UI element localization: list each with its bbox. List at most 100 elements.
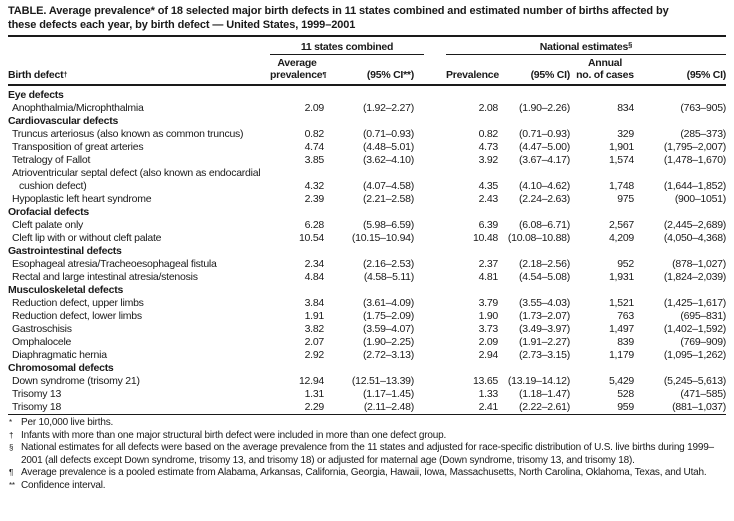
cell-birth-defect: Trisomy 13 bbox=[12, 388, 62, 400]
cell-nat-prevalence: 4.73 bbox=[478, 141, 499, 153]
table-row: Omphalocele 2.07 (1.90–2.25) 2.09 (1.91–2.27… bbox=[8, 336, 726, 349]
cell-nat-prevalence: 1.90 bbox=[478, 310, 499, 322]
cell-nat-prevalence: 3.73 bbox=[478, 323, 499, 335]
footnote: § National estimates for all defects wer… bbox=[8, 442, 726, 467]
cell-annual-ci: (878–1,027) bbox=[672, 258, 727, 270]
cell-avg-ci: (4.07–4.58) bbox=[363, 180, 414, 192]
cell-birth-defect: Cleft palate only bbox=[12, 219, 84, 231]
table-row: Diaphragmatic hernia 2.92 (2.72–3.13) 2.94 (… bbox=[8, 349, 726, 362]
title-line-2: these defects each year, by birth defect… bbox=[8, 18, 356, 31]
cell-nat-ci: (0.71–0.93) bbox=[519, 128, 570, 140]
section-row: Eye defects bbox=[8, 85, 726, 102]
cell-annual-cases: 839 bbox=[617, 336, 634, 348]
cell-nat-ci: (4.10–4.62) bbox=[519, 180, 570, 192]
table-row: Cleft lip with or without cleft palate 10… bbox=[8, 232, 726, 245]
cell-nat-ci: (4.47–5.00) bbox=[519, 141, 570, 153]
cell-avg-ci: (12.51–13.39) bbox=[351, 375, 414, 387]
cell-annual-ci: (285–373) bbox=[680, 128, 727, 140]
cell-birth-defect: Esophageal atresia/Tracheoesophageal fis… bbox=[12, 258, 217, 270]
cell-annual-cases: 4,209 bbox=[608, 232, 634, 244]
group-label: National estimates bbox=[539, 41, 629, 53]
cell-nat-ci: (2.73–3.15) bbox=[519, 349, 570, 361]
group-header-national-estimates: National estimates§ bbox=[446, 37, 727, 55]
data-table: 11 states combined National estimates§ B… bbox=[8, 37, 726, 415]
table-row: Reduction defect, lower limbs 1.91 (1.75–2… bbox=[8, 310, 726, 323]
cell-birth-defect: Reduction defect, lower limbs bbox=[12, 310, 142, 322]
column-gap bbox=[424, 141, 446, 154]
cell-avg-ci: (3.62–4.10) bbox=[363, 154, 414, 166]
pilcrow-marker: ¶ bbox=[322, 69, 327, 79]
cell-birth-defect: Trisomy 18 bbox=[12, 401, 62, 413]
column-gap bbox=[424, 219, 446, 232]
cell-nat-prevalence: 2.94 bbox=[478, 349, 499, 361]
cell-annual-cases: 329 bbox=[617, 128, 634, 140]
cell-avg-ci: (10.15–10.94) bbox=[351, 232, 414, 244]
section-sign-marker: § bbox=[628, 40, 633, 49]
column-gap bbox=[424, 336, 446, 349]
cell-nat-prevalence: 1.33 bbox=[478, 388, 499, 400]
table-row: Rectal and large intestinal atresia/sten… bbox=[8, 271, 726, 284]
section-row: Cardiovascular defects bbox=[8, 115, 726, 128]
cell-nat-ci: (1.73–2.07) bbox=[519, 310, 570, 322]
cell-nat-prevalence: 4.81 bbox=[478, 271, 499, 283]
group-header-11-states: 11 states combined bbox=[270, 37, 424, 55]
cell-annual-cases: 1,521 bbox=[608, 297, 634, 309]
cell-nat-prevalence: 13.65 bbox=[472, 375, 498, 387]
cell-annual-cases: 1,497 bbox=[608, 323, 634, 335]
table-row: Transposition of great arteries 4.74 (4.48… bbox=[8, 141, 726, 154]
cell-nat-prevalence: 3.92 bbox=[478, 154, 499, 166]
cell-birth-defect: Down syndrome (trisomy 21) bbox=[12, 375, 140, 387]
cell-avg-ci: (2.21–2.58) bbox=[363, 193, 414, 205]
table-row: Hypoplastic left heart syndrome 2.39 (2.21… bbox=[8, 193, 726, 206]
section-row: Musculoskeletal defects bbox=[8, 284, 726, 297]
table-page: TABLE. Average prevalence* of 18 selecte… bbox=[8, 5, 726, 493]
cell-annual-cases: 2,567 bbox=[608, 219, 634, 231]
cell-annual-cases: 5,429 bbox=[608, 375, 634, 387]
cell-birth-defect: Atrioventricular septal defect (also kno… bbox=[12, 167, 261, 192]
cell-birth-defect: Truncus arteriosus (also known as common… bbox=[12, 128, 244, 140]
table-row: Truncus arteriosus (also known as common… bbox=[8, 128, 726, 141]
footnote-text: Average prevalence is a pooled estimate … bbox=[21, 467, 707, 478]
cell-annual-cases: 528 bbox=[617, 388, 634, 400]
table-body: Eye defects Anophthalmia/Microphthalmia 2.… bbox=[8, 85, 726, 415]
cell-annual-ci: (1,644–1,852) bbox=[663, 180, 727, 192]
col-header-avg-ci: (95% CI**) bbox=[330, 54, 424, 86]
column-gap bbox=[424, 271, 446, 284]
cell-nat-prevalence: 10.48 bbox=[472, 232, 498, 244]
cell-annual-cases: 763 bbox=[617, 310, 634, 322]
cell-nat-ci: (2.18–2.56) bbox=[519, 258, 570, 270]
cell-birth-defect: Hypoplastic left heart syndrome bbox=[12, 193, 152, 205]
cell-nat-prevalence: 2.09 bbox=[478, 336, 499, 348]
cell-annual-cases: 1,574 bbox=[608, 154, 634, 166]
cell-avg-ci: (1.75–2.09) bbox=[363, 310, 414, 322]
cell-birth-defect: Anophthalmia/Microphthalmia bbox=[12, 102, 144, 114]
section-header-cell: Gastrointestinal defects bbox=[8, 245, 122, 257]
cell-nat-prevalence: 2.43 bbox=[478, 193, 499, 205]
column-gap bbox=[424, 388, 446, 401]
cell-nat-ci: (3.55–4.03) bbox=[519, 297, 570, 309]
cell-avg-prevalence: 1.31 bbox=[304, 388, 325, 400]
column-gap bbox=[424, 401, 446, 415]
cell-nat-ci: (3.49–3.97) bbox=[519, 323, 570, 335]
cell-nat-prevalence: 3.79 bbox=[478, 297, 499, 309]
footnote: ** Confidence interval. bbox=[8, 480, 726, 493]
table-row: Trisomy 18 2.29 (2.11–2.48) 2.41 (2.22–2.61)… bbox=[8, 401, 726, 415]
cell-birth-defect: Cleft lip with or without cleft palate bbox=[12, 232, 162, 244]
cell-nat-prevalence: 2.37 bbox=[478, 258, 499, 270]
footnote-symbol: ¶ bbox=[9, 468, 14, 477]
cell-annual-ci: (1,095–1,262) bbox=[663, 349, 727, 361]
cell-nat-ci: (6.08–6.71) bbox=[519, 219, 570, 231]
column-gap bbox=[424, 258, 446, 271]
cell-annual-ci: (5,245–5,613) bbox=[663, 375, 727, 387]
table-row: Trisomy 13 1.31 (1.17–1.45) 1.33 (1.18–1.47)… bbox=[8, 388, 726, 401]
cell-avg-prevalence: 2.39 bbox=[304, 193, 325, 205]
cell-avg-ci: (2.72–3.13) bbox=[363, 349, 414, 361]
cell-annual-ci: (763–905) bbox=[680, 102, 727, 114]
cell-annual-ci: (900–1051) bbox=[674, 193, 727, 205]
cell-avg-ci: (2.11–2.48) bbox=[363, 401, 414, 413]
table-row: Gastroschisis 3.82 (3.59–4.07) 3.73 (3.49–3.… bbox=[8, 323, 726, 336]
table-row: Tetralogy of Fallot 3.85 (3.62–4.10) 3.92 (3… bbox=[8, 154, 726, 167]
cell-avg-prevalence: 1.91 bbox=[304, 310, 325, 322]
title-rule bbox=[8, 35, 726, 37]
column-gap bbox=[424, 167, 446, 193]
